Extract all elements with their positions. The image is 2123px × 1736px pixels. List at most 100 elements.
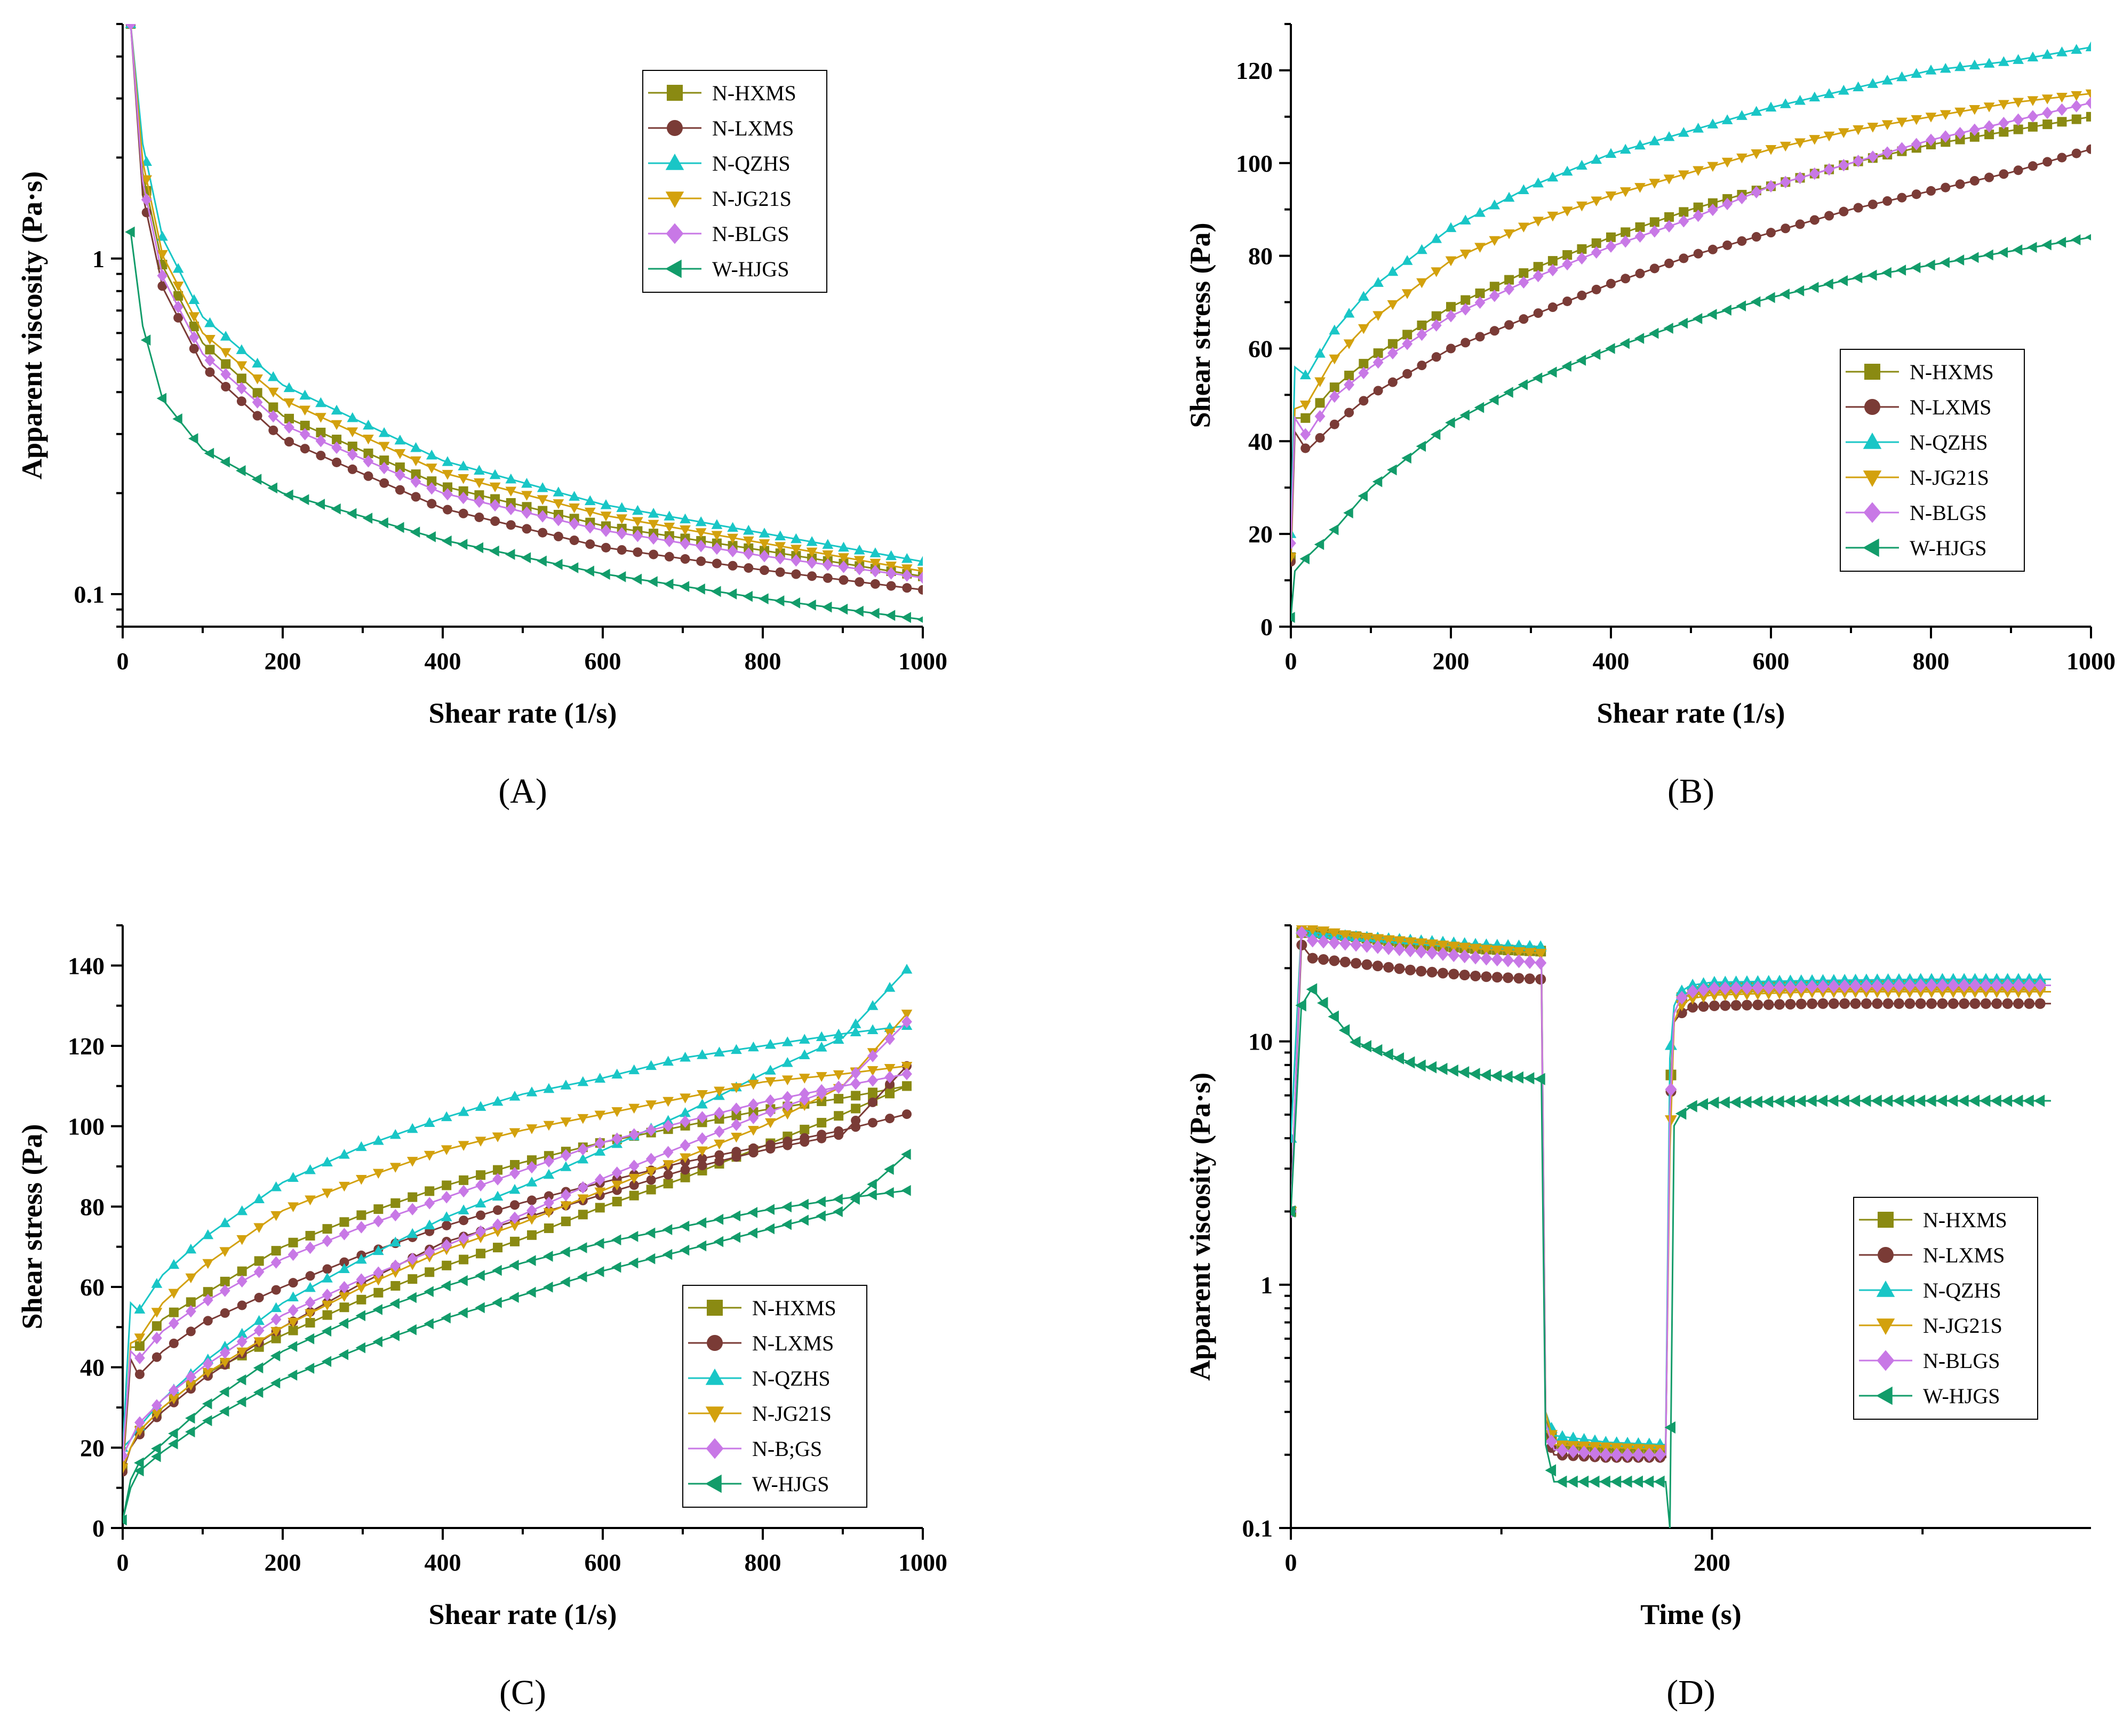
x-tick-label: 800 xyxy=(745,647,781,675)
data-point xyxy=(474,478,485,489)
data-point xyxy=(2071,100,2082,113)
data-point xyxy=(628,1103,640,1114)
data-point xyxy=(441,1239,452,1252)
data-point xyxy=(1534,1073,1545,1085)
plot-area xyxy=(1291,925,2051,1528)
data-point xyxy=(764,1039,776,1049)
data-point xyxy=(1649,217,1659,227)
data-point xyxy=(1619,338,1630,349)
data-point xyxy=(648,576,658,587)
data-point xyxy=(781,1219,792,1230)
data-point xyxy=(1328,928,1340,940)
data-point xyxy=(237,1300,247,1310)
data-point xyxy=(1809,167,1820,180)
data-point xyxy=(714,1139,725,1150)
data-point xyxy=(867,1000,879,1010)
data-point xyxy=(339,1228,350,1241)
legend-item: N-HXMS xyxy=(1859,1208,2007,1232)
data-point xyxy=(305,1195,316,1205)
data-point xyxy=(902,1081,912,1091)
data-point xyxy=(151,1321,162,1331)
data-point xyxy=(1697,982,1710,997)
data-point xyxy=(1955,134,1965,145)
data-point xyxy=(1980,978,1992,993)
legend: N-HXMS N-LXMS N-QZHS N-JG21S N-BLGS W-HJGS xyxy=(1840,349,2025,572)
data-point xyxy=(270,1181,282,1191)
data-point xyxy=(1417,321,1427,330)
data-point xyxy=(645,1227,656,1239)
data-point xyxy=(372,1169,384,1179)
data-point xyxy=(1632,1447,1645,1462)
legend-item: N-HXMS xyxy=(1846,360,1994,384)
data-point xyxy=(662,1249,673,1260)
data-point xyxy=(253,1324,265,1337)
data-point xyxy=(1358,324,1369,334)
data-point xyxy=(1867,150,1878,163)
data-point xyxy=(521,552,531,564)
data-point xyxy=(1984,130,1994,140)
x-tick-label: 0 xyxy=(117,647,129,675)
data-point xyxy=(917,616,923,623)
data-point xyxy=(868,1118,878,1128)
data-point xyxy=(493,1165,503,1175)
series-W-HJGS xyxy=(125,226,923,623)
data-point xyxy=(331,404,342,415)
data-point xyxy=(1925,987,1938,998)
data-point xyxy=(1361,939,1373,953)
data-point xyxy=(594,1146,606,1156)
data-point xyxy=(1329,419,1339,429)
data-point xyxy=(853,545,865,555)
y-tick-label: 100 xyxy=(68,1113,105,1140)
series-W-HJGS xyxy=(123,1149,911,1526)
data-point xyxy=(1545,1434,1558,1449)
data-point xyxy=(1794,1095,1806,1108)
data-point xyxy=(410,526,420,538)
data-point xyxy=(2057,153,2067,163)
data-point xyxy=(1784,980,1797,994)
data-point xyxy=(322,1235,333,1247)
data-point xyxy=(379,461,390,475)
legend-item: N-QZHS xyxy=(1846,430,1988,454)
data-point xyxy=(219,1340,231,1351)
y-axis-title: Shear stress (Pa) xyxy=(1184,223,1216,428)
data-point xyxy=(253,1266,265,1278)
data-point xyxy=(395,462,405,473)
data-point xyxy=(664,551,674,562)
data-point xyxy=(679,581,690,593)
data-point xyxy=(595,1203,605,1213)
data-point xyxy=(1925,113,1937,123)
data-point xyxy=(765,1094,776,1107)
data-point xyxy=(2027,242,2037,253)
data-point xyxy=(407,1203,418,1215)
panel-caption: (D) xyxy=(1666,1673,1715,1712)
data-point xyxy=(1404,943,1416,958)
data-point xyxy=(711,586,721,597)
data-point xyxy=(1404,937,1417,948)
data-point xyxy=(680,525,691,535)
data-point xyxy=(236,1205,248,1215)
data-point xyxy=(1937,998,1948,1009)
data-point xyxy=(1317,997,1328,1010)
data-point xyxy=(2070,234,2081,245)
legend-marker xyxy=(1864,399,1880,415)
data-point xyxy=(679,1244,690,1256)
data-point xyxy=(714,1086,725,1097)
data-point xyxy=(1402,369,1412,379)
data-point xyxy=(1523,948,1536,959)
data-point xyxy=(1678,170,1689,180)
data-point xyxy=(2024,998,2035,1009)
series-N-JG21S xyxy=(123,1010,913,1474)
data-point xyxy=(867,1074,878,1087)
data-point xyxy=(1436,1062,1448,1075)
data-point xyxy=(1941,182,1951,193)
data-point xyxy=(356,1141,367,1151)
data-point xyxy=(1533,308,1543,318)
data-point xyxy=(648,508,659,518)
data-point xyxy=(884,1187,894,1198)
data-point xyxy=(1599,1475,1610,1488)
data-point xyxy=(1634,183,1646,193)
data-point xyxy=(1296,926,1308,940)
data-point xyxy=(1556,1443,1568,1458)
data-point xyxy=(521,491,532,501)
data-point xyxy=(1634,230,1646,243)
